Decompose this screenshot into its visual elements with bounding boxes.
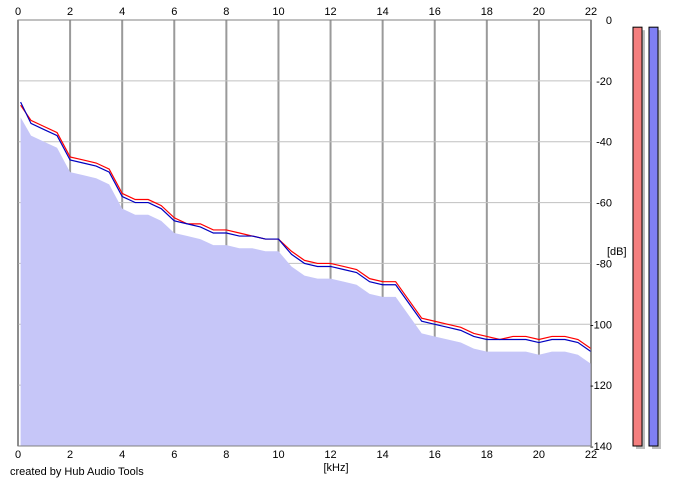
y-tick-label: -140 xyxy=(590,441,612,453)
x-tick-label-top: 14 xyxy=(377,6,389,18)
x-tick-label-bottom: 20 xyxy=(533,449,545,461)
y-tick-label: -20 xyxy=(596,76,612,88)
series-line-right-channel xyxy=(20,101,592,353)
x-tick-label-bottom: 4 xyxy=(119,449,125,461)
x-tick-label-top: 10 xyxy=(272,6,284,18)
x-tick-label-top: 6 xyxy=(171,6,177,18)
y-tick-label: 0 xyxy=(606,15,612,27)
x-tick-label-top: 18 xyxy=(481,6,493,18)
x-axis-label: [kHz] xyxy=(323,462,348,474)
y-tick-label: -60 xyxy=(596,198,612,210)
y-tick-label: -40 xyxy=(596,137,612,149)
x-tick-label-top: 0 xyxy=(15,6,21,18)
x-tick-label-bottom: 22 xyxy=(585,449,597,461)
x-tick-label-top: 20 xyxy=(533,6,545,18)
spectrum-fill-area xyxy=(20,117,591,446)
x-tick-label-top: 4 xyxy=(119,6,125,18)
x-tick-label-bottom: 10 xyxy=(272,449,284,461)
x-tick-label-bottom: 6 xyxy=(171,449,177,461)
x-tick-label-top: 16 xyxy=(429,6,441,18)
y-tick-label: -100 xyxy=(590,319,612,331)
plot-frame xyxy=(17,19,592,447)
x-tick-label-bottom: 18 xyxy=(481,449,493,461)
level-meters xyxy=(632,26,661,450)
x-tick-label-top: 22 xyxy=(585,6,597,18)
x-tick-label-bottom: 2 xyxy=(67,449,73,461)
x-tick-label-bottom: 0 xyxy=(15,449,21,461)
x-tick-label-top: 12 xyxy=(324,6,336,18)
y-tick-label: -80 xyxy=(596,258,612,270)
y-axis-label: [dB] xyxy=(607,246,627,258)
series-line-left-channel xyxy=(20,104,592,350)
x-tick-label-bottom: 16 xyxy=(429,449,441,461)
y-tick-label: -120 xyxy=(590,380,612,392)
level-meter-right xyxy=(648,26,659,447)
x-tick-label-bottom: 14 xyxy=(377,449,389,461)
level-meter-left xyxy=(632,26,643,447)
x-tick-label-bottom: 12 xyxy=(324,449,336,461)
y-tick-labels: 0 -20 -40 -60 -80 -100 -120 -140 xyxy=(590,15,612,453)
x-tick-label-top: 8 xyxy=(223,6,229,18)
x-tick-label-bottom: 8 xyxy=(223,449,229,461)
x-tick-label-top: 2 xyxy=(67,6,73,18)
footer-credit: created by Hub Audio Tools xyxy=(10,466,144,478)
series-layer xyxy=(20,101,592,353)
